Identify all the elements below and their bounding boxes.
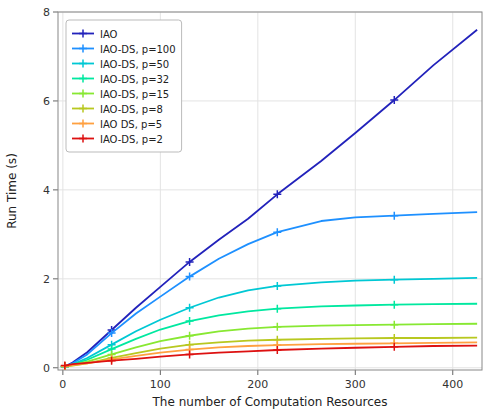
x-tick — [257, 370, 258, 375]
series-marker — [390, 321, 398, 329]
legend-label: IAO DS, p=5 — [100, 119, 162, 130]
series-marker — [273, 282, 281, 290]
series-marker — [390, 276, 398, 284]
legend-label: IAO-DS, p=100 — [100, 44, 176, 55]
plot-frame — [58, 12, 482, 370]
x-grid-line — [257, 12, 258, 370]
chart: 0 100 200 300 400 0 2 4 6 8 The number of Computat… — [0, 0, 494, 418]
series-marker — [61, 362, 69, 370]
legend-label: IAO-DS, p=2 — [100, 134, 163, 145]
series-marker — [390, 96, 398, 104]
y-tick-label: 6 — [43, 95, 50, 108]
series-marker — [390, 343, 398, 351]
y-tick — [53, 12, 58, 13]
y-grid-line — [58, 189, 482, 190]
x-tick-label: 100 — [150, 378, 171, 391]
series-marker — [61, 362, 69, 370]
y-axis-label: Run Time (s) — [5, 153, 19, 229]
series-marker — [273, 323, 281, 331]
legend-label: IAO-DS, p=15 — [100, 89, 169, 100]
y-grid-line — [58, 367, 482, 368]
series-marker — [61, 362, 69, 370]
x-tick — [355, 370, 356, 375]
legend-label: IAO-DS, p=32 — [100, 74, 169, 85]
y-tick — [53, 100, 58, 101]
series-marker — [186, 258, 194, 266]
legend-box — [66, 20, 182, 152]
series-marker — [186, 273, 194, 281]
series-marker — [108, 329, 116, 337]
y-tick-label: 2 — [43, 273, 50, 286]
x-grid-line — [62, 12, 63, 370]
legend-label: IAO — [100, 29, 118, 40]
x-axis-label: The number of Computation Resources — [152, 395, 388, 409]
series-line — [65, 278, 477, 366]
legend-label: IAO-DS, p=50 — [100, 59, 169, 70]
legend-marker — [79, 90, 87, 98]
series-group — [61, 30, 477, 370]
series-marker — [61, 362, 69, 370]
series-marker — [186, 317, 194, 325]
series-line — [65, 324, 477, 367]
series-marker — [186, 350, 194, 358]
legend-marker — [79, 30, 87, 38]
x-tick-label: 200 — [247, 378, 268, 391]
x-tick-label: 400 — [442, 378, 463, 391]
grid — [58, 12, 482, 370]
legend-marker — [79, 60, 87, 68]
x-tick — [452, 370, 453, 375]
series-marker — [273, 228, 281, 236]
series-marker — [186, 304, 194, 312]
series-line — [65, 338, 477, 367]
series-marker — [273, 305, 281, 313]
series-line — [65, 304, 477, 367]
y-tick-label: 0 — [43, 362, 50, 375]
x-grid-line — [452, 12, 453, 370]
series-line — [65, 346, 477, 366]
legend-marker — [79, 75, 87, 83]
x-grid-line — [355, 12, 356, 370]
series-line — [65, 212, 477, 366]
y-tick-label: 8 — [43, 6, 50, 19]
series-line — [65, 342, 477, 366]
series-marker — [61, 362, 69, 370]
series-marker — [61, 362, 69, 370]
x-tick — [62, 370, 63, 375]
y-tick — [53, 278, 58, 279]
legend-marker — [79, 45, 87, 53]
series-marker — [273, 346, 281, 354]
y-tick — [53, 367, 58, 368]
x-tick — [160, 370, 161, 375]
legend-label: IAO-DS, p=8 — [100, 104, 163, 115]
legend-marker — [79, 105, 87, 113]
y-tick — [53, 189, 58, 190]
x-tick-label: 300 — [345, 378, 366, 391]
legend-marker — [79, 120, 87, 128]
series-marker — [390, 212, 398, 220]
y-tick-label: 4 — [43, 184, 50, 197]
series-marker — [108, 357, 116, 365]
series-marker — [61, 362, 69, 370]
series-marker — [273, 190, 281, 198]
plot-background — [58, 12, 482, 370]
series-marker — [61, 362, 69, 370]
legend-marker — [79, 135, 87, 143]
legend: IAO IAO-DS, p=100 IAO-DS, p=50 IAO-DS, p=32… — [66, 20, 182, 152]
x-tick-label: 0 — [59, 378, 66, 391]
series-line — [65, 30, 477, 367]
series-marker — [390, 301, 398, 309]
series-marker — [186, 332, 194, 340]
